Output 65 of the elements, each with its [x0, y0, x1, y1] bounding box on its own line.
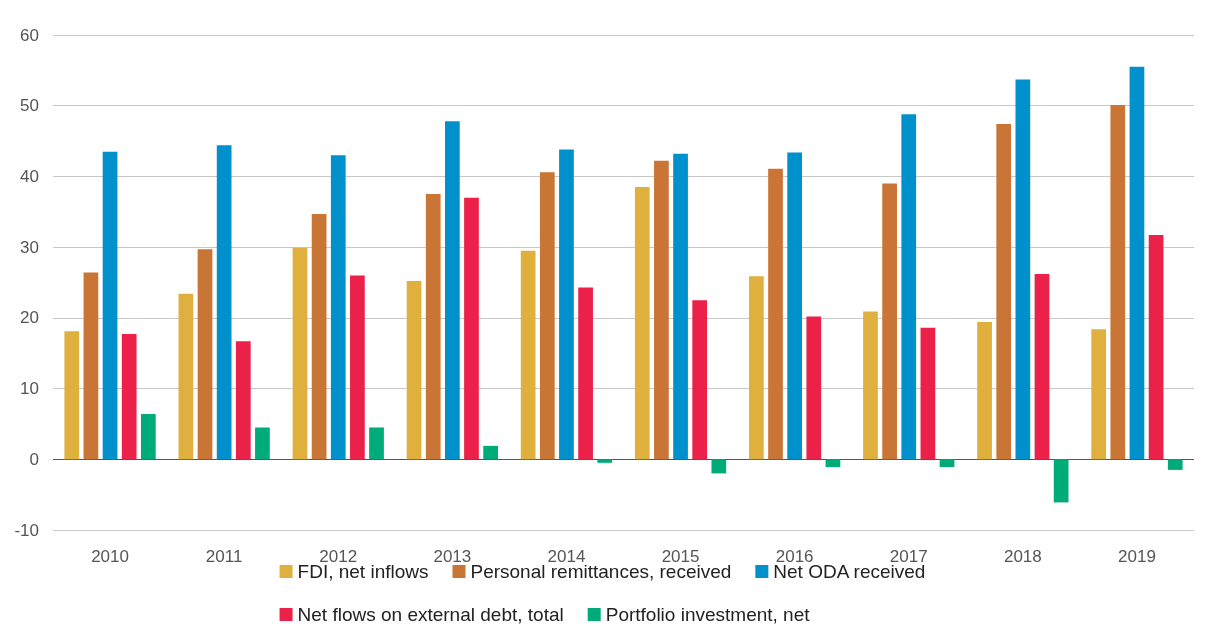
bar [425, 194, 441, 460]
bar [768, 168, 783, 460]
bar [330, 155, 346, 460]
bar [83, 272, 99, 460]
legend-label: Net flows on external debt, total [297, 604, 564, 625]
x-tick-label: 2011 [205, 547, 243, 566]
y-tick-label: 10 [20, 379, 39, 399]
x-tick-label: 2010 [91, 547, 129, 566]
legend-label: Portfolio investment, net [605, 604, 811, 625]
y-tick-label: -10 [14, 520, 39, 540]
y-tick-label: 40 [20, 166, 39, 186]
bar [711, 459, 727, 474]
bar [1148, 235, 1164, 460]
x-tick-label: 2019 [1118, 547, 1156, 566]
bar [255, 427, 270, 460]
x-tick-label: 2018 [1003, 547, 1042, 566]
bar [996, 124, 1012, 460]
y-tick-label: 60 [20, 25, 39, 45]
bar [178, 293, 194, 460]
bar [787, 152, 803, 460]
bar [977, 322, 992, 460]
bar [235, 341, 251, 460]
bar [102, 151, 118, 460]
bar [578, 287, 593, 460]
bar [539, 172, 555, 460]
bar [1053, 459, 1069, 503]
bar [121, 334, 137, 460]
bar [444, 121, 460, 460]
bar [673, 153, 688, 460]
bar [64, 331, 80, 460]
bar [882, 183, 897, 460]
bar [825, 459, 841, 468]
y-tick-label: 0 [29, 449, 39, 469]
bar [559, 149, 574, 460]
bar [1110, 105, 1126, 460]
y-tick-label: 20 [20, 308, 39, 328]
bar [634, 187, 650, 460]
bar [406, 281, 422, 460]
y-tick-label: 30 [20, 237, 39, 257]
bar [920, 327, 936, 460]
bar [197, 249, 213, 460]
bar [1091, 329, 1107, 460]
bar [483, 445, 498, 460]
bar [311, 213, 327, 460]
x-tick-label: 2013 [433, 547, 472, 566]
y-tick-label: 50 [20, 96, 39, 116]
bar [292, 247, 308, 460]
bar [350, 275, 365, 460]
bar [749, 276, 764, 460]
bar [520, 250, 536, 460]
bar [369, 427, 384, 460]
bar [901, 114, 917, 460]
bar [216, 145, 232, 460]
bar [654, 160, 669, 460]
bar [692, 300, 708, 460]
bar [464, 197, 479, 460]
bar [806, 316, 822, 460]
bar [863, 311, 878, 460]
bar [939, 459, 955, 468]
bar [1129, 66, 1145, 460]
bar [1167, 459, 1183, 470]
bar [597, 459, 613, 463]
bar [140, 414, 156, 460]
bar [1015, 79, 1031, 460]
bar [1034, 274, 1050, 460]
